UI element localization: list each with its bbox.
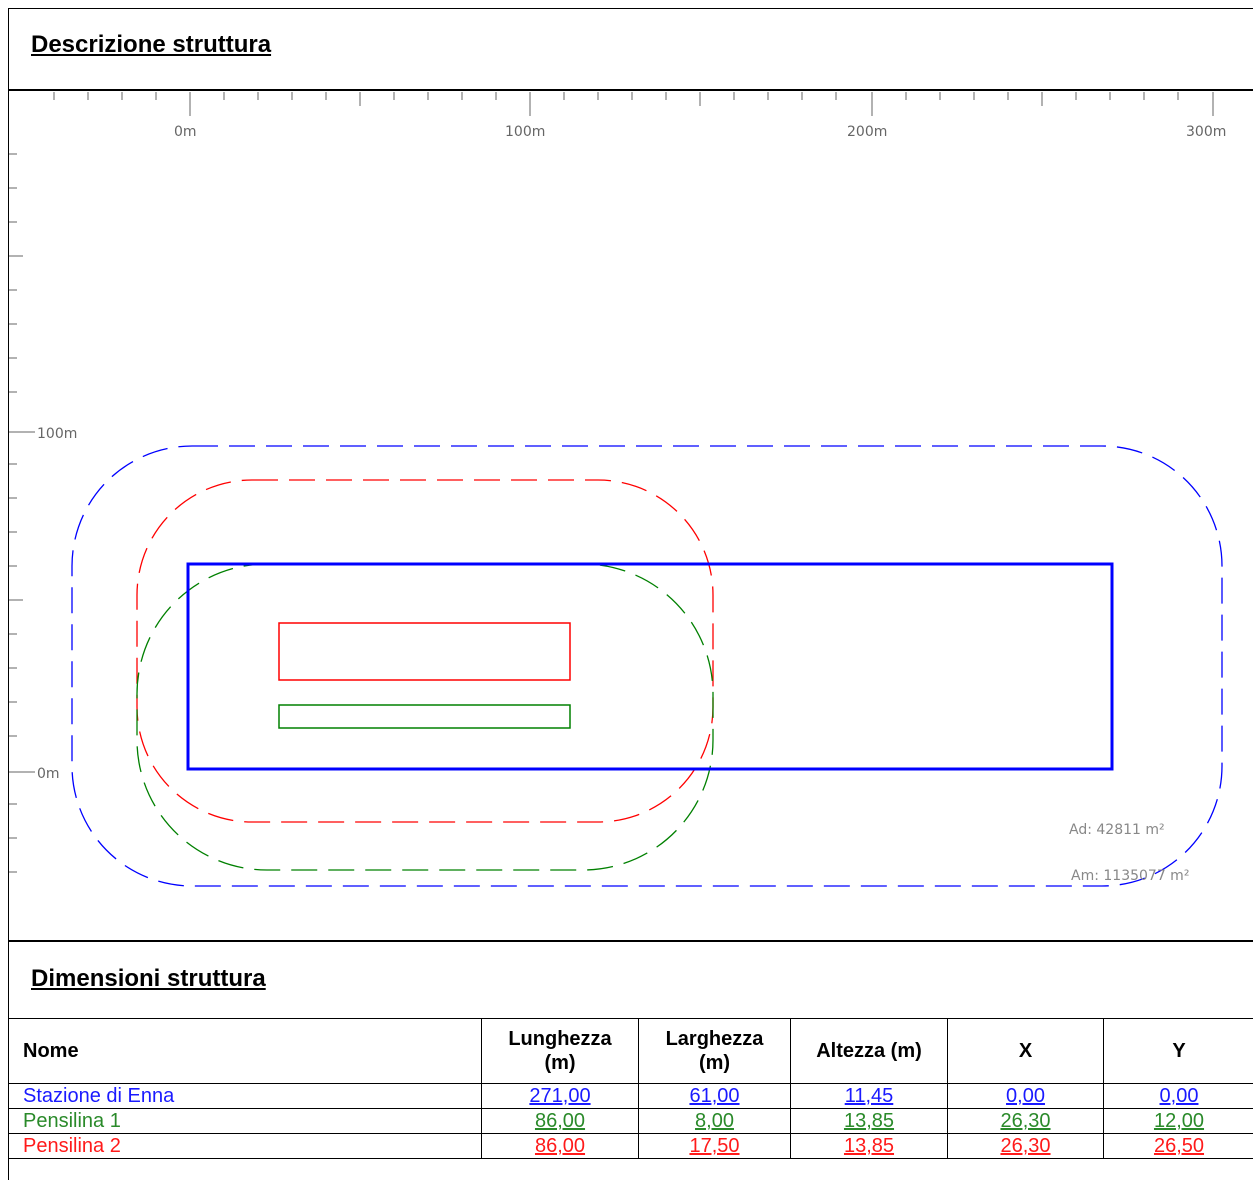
structure-pensilina-1	[278, 704, 571, 729]
cell-larghezza: 17,50	[638, 1133, 791, 1159]
divider-middle	[8, 940, 1253, 942]
cell-altezza: 13,85	[790, 1133, 948, 1159]
cell-x: 26,30	[947, 1108, 1104, 1134]
dimensions-table: Nome Lunghezza (m) Larghezza (m) Altezza (…	[8, 1018, 1253, 1159]
cell-x: 0,00	[947, 1083, 1104, 1109]
structure-stazione-di-enna	[186, 562, 1114, 771]
structure-plan: 0m 100m 200m 300m 100m 0m Ad: 42811 m²	[9, 92, 1226, 887]
cell-y: 12,00	[1103, 1108, 1253, 1134]
buffer-zone-red	[136, 479, 714, 823]
y-tick-label: 0m	[37, 766, 60, 782]
table-row: Stazione di Enna 271,00 61,00 11,45 0,00…	[8, 1083, 1253, 1109]
column-header-nome: Nome	[8, 1018, 482, 1084]
cell-lunghezza: 86,00	[481, 1108, 639, 1134]
report-frame	[8, 8, 1253, 1180]
cell-lunghezza: 86,00	[481, 1133, 639, 1159]
divider-top	[8, 89, 1253, 91]
buffer-zone-green	[136, 563, 714, 871]
x-tick-label: 200m	[847, 124, 887, 140]
cell-larghezza: 61,00	[638, 1083, 791, 1109]
cell-larghezza: 8,00	[638, 1108, 791, 1134]
table-row: Pensilina 1 86,00 8,00 13,85 26,30 12,00	[8, 1108, 1253, 1134]
cell-altezza: 13,85	[790, 1108, 948, 1134]
cell-name: Pensilina 2	[8, 1133, 482, 1159]
section-title-dimensioni: Dimensioni struttura	[31, 965, 266, 992]
cell-altezza: 11,45	[790, 1083, 948, 1109]
column-header-larghezza: Larghezza (m)	[638, 1018, 791, 1084]
column-header-lunghezza: Lunghezza (m)	[481, 1018, 639, 1084]
cell-lunghezza: 271,00	[481, 1083, 639, 1109]
area-label-am: Am: 1135077 m²	[1071, 868, 1189, 884]
column-header-x: X	[947, 1018, 1104, 1084]
buffer-zone-blue	[71, 445, 1223, 887]
table-row: Pensilina 2 86,00 17,50 13,85 26,30 26,5…	[8, 1133, 1253, 1159]
x-tick-label: 0m	[174, 124, 197, 140]
area-label-ad: Ad: 42811 m²	[1069, 822, 1165, 838]
table-header-row: Nome Lunghezza (m) Larghezza (m) Altezza (…	[8, 1018, 1253, 1084]
x-ruler	[53, 92, 1214, 116]
cell-y: 26,50	[1103, 1133, 1253, 1159]
cell-name: Pensilina 1	[8, 1108, 482, 1134]
structure-pensilina-2	[278, 622, 571, 681]
cell-name: Stazione di Enna	[8, 1083, 482, 1109]
y-ruler	[9, 153, 35, 873]
y-tick-label: 100m	[37, 426, 77, 442]
x-tick-label: 100m	[505, 124, 545, 140]
column-header-y: Y	[1103, 1018, 1253, 1084]
column-header-altezza: Altezza (m)	[790, 1018, 948, 1084]
cell-x: 26,30	[947, 1133, 1104, 1159]
x-tick-label: 300m	[1186, 124, 1226, 140]
cell-y: 0,00	[1103, 1083, 1253, 1109]
section-title-descrizione: Descrizione struttura	[31, 31, 272, 58]
